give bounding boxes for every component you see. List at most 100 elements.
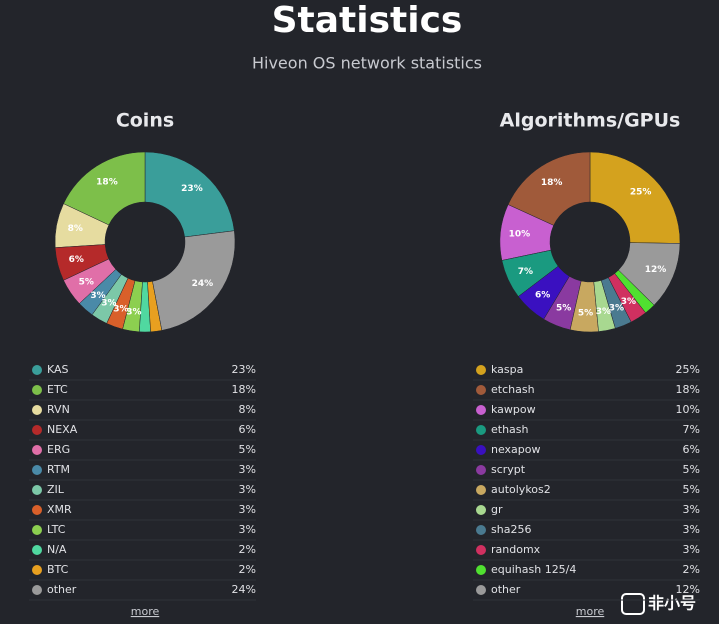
legend-value: 23% [232,363,256,376]
legend-label: NEXA [47,423,78,436]
legend-swatch [476,485,486,495]
legend-swatch [476,545,486,555]
donut: 25%18%10%7%6%5% 5% 3%3%3%12% [499,151,681,333]
slice-label: 8% [68,224,83,234]
legend-label: kawpow [491,403,536,416]
slice [618,242,681,306]
slice-label: 6% [535,290,550,300]
legend-label: N/A [47,543,67,556]
legend: kaspa 25% etchash 18% kawpow 10% ethash 7% nexap… [473,363,700,601]
slice [54,244,110,281]
legend-value: 6% [683,443,700,456]
slice-label: 3% [101,299,116,309]
legend-label: kaspa [491,363,523,376]
legend-value: 12% [676,583,700,596]
legend-label: ethash [491,423,529,436]
legend-value: 8% [239,403,256,416]
slice-label: 3% [596,307,611,317]
legend-value: 3% [683,503,700,516]
legend-value: 24% [232,583,256,596]
legend-label: equihash 125/4 [491,563,576,576]
legend-label: ERG [47,443,70,456]
legend-label: RVN [47,403,70,416]
slice-label: 5% [556,303,571,313]
legend-swatch [476,365,486,375]
slice [144,151,235,238]
slice [106,277,136,330]
legend-value: 10% [676,403,700,416]
slice [63,151,146,226]
legend-swatch [476,445,486,455]
slice-label: 3% [126,308,141,318]
legend-value: 3% [239,523,256,536]
legend-swatch [32,525,42,535]
legend-label: KAS [47,363,69,376]
slice [507,151,591,226]
legend-label: ZIL [47,483,65,496]
more-link[interactable]: more [131,605,160,618]
legend-swatch [476,385,486,395]
slice-label: 5% [578,308,593,318]
legend-swatch [476,565,486,575]
slice-label: 5% [79,277,94,287]
legend-swatch [32,465,42,475]
legend-label: RTM [47,463,70,476]
legend-swatch [476,505,486,515]
slice [600,277,632,329]
slice [152,230,236,331]
legend-label: gr [491,503,503,516]
legend-swatch [32,505,42,515]
slice [499,204,554,261]
chart-title: Coins [116,110,174,132]
slice-label: 12% [645,265,667,275]
legend-swatch [32,485,42,495]
slice [63,258,117,304]
legend-swatch [476,465,486,475]
legend-swatch [32,545,42,555]
legend-value: 3% [239,483,256,496]
slice-label: 3% [113,304,128,314]
slice-label: 3% [609,303,624,313]
legend-swatch [32,425,42,435]
legend-swatch [476,425,486,435]
legend-label: other [47,583,77,596]
slice-label: 24% [192,279,214,289]
legend-label: other [491,583,521,596]
more-link[interactable]: more [576,605,605,618]
watermark-icon [621,593,645,615]
page-subtitle: Hiveon OS network statistics [252,54,482,73]
legend-swatch [476,585,486,595]
legend-label: autolykos2 [491,483,551,496]
legend-swatch [32,565,42,575]
slice [614,269,655,314]
slice [607,273,646,323]
legend-label: LTC [47,523,66,536]
chart-title: Algorithms/GPUs [500,110,681,132]
legend-value: 3% [683,543,700,556]
legend-label: randomx [491,543,541,556]
slice-label: 6% [69,255,84,265]
legend-label: nexapow [491,443,541,456]
slice-label: 18% [541,178,563,188]
slice [147,280,163,333]
slice-label: 18% [96,178,118,188]
slice [122,280,143,333]
legend-label: BTC [47,563,69,576]
legend-swatch [32,445,42,455]
slice-label: 3% [621,297,636,307]
watermark-text: 非小号 [648,594,696,613]
donut: 23%18%8%6%5%3%3%3%3%24% [54,151,236,333]
slice [593,280,616,332]
legend-swatch [32,385,42,395]
legend-value: 3% [239,503,256,516]
legend-value: 6% [239,423,256,436]
legend-swatch [32,585,42,595]
legend-label: sha256 [491,523,531,536]
legend: KAS 23% ETC 18% RVN 8% NEXA 6% ERG 5% RTM 3% ZIL 3% XM… [29,363,256,601]
slice [501,249,559,297]
legend-swatch [476,405,486,415]
legend-value: 5% [683,463,700,476]
legend-swatch [476,525,486,535]
